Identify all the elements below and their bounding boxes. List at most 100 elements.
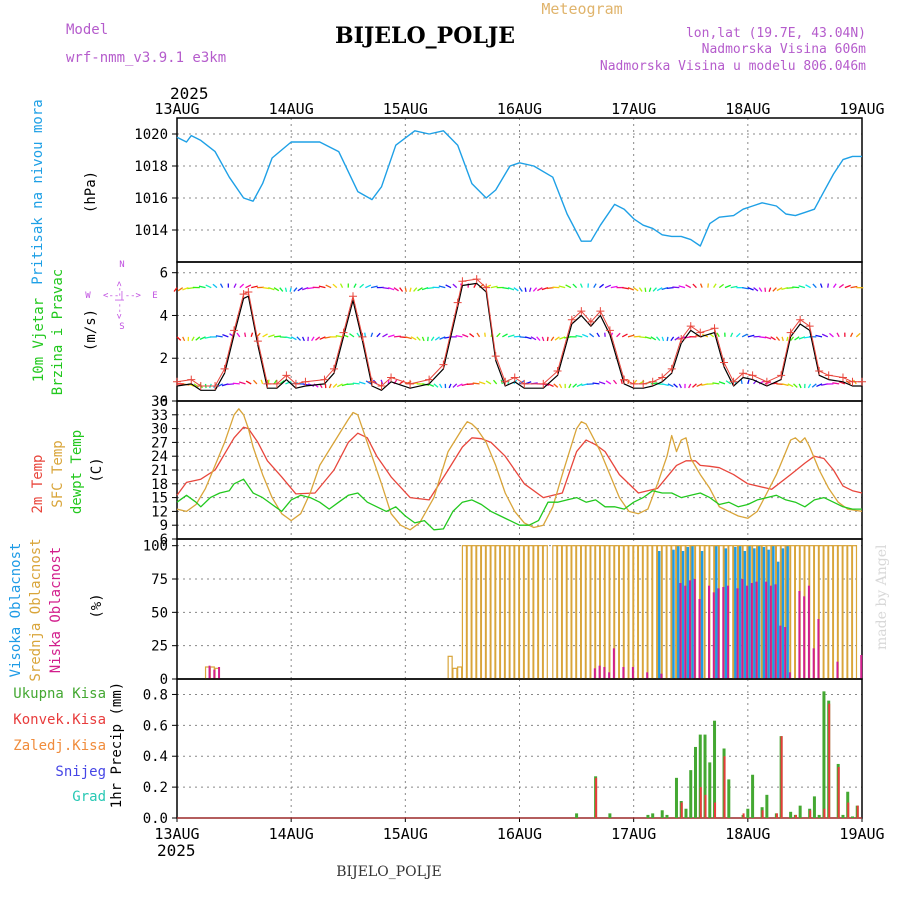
- wind-direction-arrow: [315, 336, 321, 341]
- wind-direction-arrow: [413, 287, 418, 292]
- wind-direction-arrow: [439, 336, 446, 340]
- y-tick-label: 0: [160, 394, 168, 410]
- mid-cloud-bar: [466, 545, 472, 680]
- mid-cloud-bar: [556, 545, 563, 680]
- wind-gust-marker: [605, 326, 614, 335]
- wind-direction-arrow: [346, 383, 355, 386]
- y-tick-label: 33: [151, 408, 168, 424]
- wind-direction-arrow: [524, 287, 527, 292]
- wind-direction-arrow: [838, 381, 846, 385]
- wind-gust-marker: [272, 379, 281, 388]
- year-top: 2025: [170, 84, 209, 103]
- product-title: Meteogram: [541, 0, 622, 18]
- legend-snow: Snijeg: [55, 764, 106, 780]
- wind-direction-arrow: [716, 332, 720, 338]
- pressure-label: Pritisak na nivou mora: [30, 99, 46, 284]
- wind-direction-arrow: [582, 333, 589, 338]
- wind-direction-arrow: [279, 287, 284, 292]
- wind-gust-marker: [796, 315, 805, 324]
- wind-direction-arrow: [794, 336, 800, 341]
- time-axis-top: 13AUG 14AUG 15AUG 16AUG 17AUG 18AUG 19AUG: [154, 100, 884, 118]
- wind-direction-arrow: [688, 383, 692, 389]
- wind-gust-marker: [406, 379, 415, 388]
- time-label-bottom: 19AUG: [839, 825, 884, 843]
- wind-direction-arrow: [279, 380, 285, 385]
- wind-direction-arrow: [558, 285, 566, 289]
- wind-direction-arrow: [764, 336, 772, 340]
- wind-direction-arrow: [666, 336, 669, 342]
- mid-cloud-bar: [790, 545, 796, 680]
- wind-direction-arrow: [439, 383, 443, 389]
- total-precip-bar: [727, 779, 731, 818]
- wind-gust-marker: [667, 364, 676, 373]
- wind-direction-arrow: [472, 382, 480, 385]
- time-label-top: 19AUG: [839, 100, 884, 118]
- y-tick-label: 1018: [134, 159, 168, 175]
- wind-direction-arrow: [718, 283, 725, 289]
- mid-cloud-bar: [566, 545, 572, 680]
- low-cloud-bar: [727, 585, 730, 679]
- low-cloud-bar: [712, 592, 715, 679]
- wind-direction-arrow: [742, 287, 749, 290]
- total-precip-bar: [646, 814, 650, 818]
- wind-direction-arrow: [245, 284, 252, 289]
- wind-direction-arrow: [239, 283, 245, 289]
- wind-legend-ns-arrow: <--|-->: [115, 280, 125, 319]
- wind-direction-arrow: [239, 381, 246, 385]
- wind-gust-marker: [510, 373, 519, 382]
- high-cloud-bar: [700, 551, 704, 679]
- wind-direction-arrow: [572, 283, 578, 289]
- low-cloud-bar: [741, 579, 744, 679]
- wind-direction-arrow: [492, 379, 498, 385]
- wind-direction-arrow: [620, 379, 623, 385]
- wind-gust-marker: [387, 373, 396, 382]
- wind-direction-arrow: [525, 336, 532, 340]
- wind-direction-arrow: [268, 334, 275, 338]
- low-cloud-bar: [688, 580, 691, 679]
- wind-direction-arrow: [836, 332, 840, 338]
- wind-direction-arrow: [285, 336, 293, 340]
- wind-direction-arrow: [550, 336, 555, 342]
- wind-direction-arrow: [452, 283, 458, 289]
- convective-precip-bar: [823, 808, 826, 818]
- wind-direction-arrow: [293, 287, 298, 292]
- wind-direction-arrow: [740, 379, 743, 385]
- wind-direction-arrow: [638, 287, 643, 292]
- low-cloud-bar: [755, 581, 758, 679]
- mid-cloud-bar: [447, 655, 453, 680]
- wind-direction-arrow: [747, 334, 755, 338]
- temp-dewpt-line: [176, 478, 862, 531]
- wind-direction-arrow: [245, 380, 252, 385]
- wind-direction-arrow: [250, 332, 254, 338]
- y-tick-label: 4: [160, 308, 168, 324]
- y-tick-label: 36: [151, 394, 168, 410]
- wind-direction-arrow: [798, 383, 802, 389]
- total-precip-bar: [798, 805, 802, 818]
- low-cloud-bar: [765, 581, 768, 679]
- wind-gust-marker: [639, 379, 648, 388]
- low-cloud-bar: [798, 591, 801, 679]
- wind-gust-marker: [453, 298, 462, 307]
- low-cloud-bar: [603, 667, 606, 679]
- wind-direction-arrow: [409, 287, 412, 292]
- total-precip-bar: [746, 808, 750, 818]
- wind-gust-marker: [567, 315, 576, 324]
- y-tick-label: 2: [160, 351, 168, 367]
- wind-direction-arrow: [387, 287, 395, 291]
- time-label-top: 16AUG: [497, 100, 542, 118]
- convective-precip-bar: [856, 805, 859, 818]
- high-cloud-bar: [757, 545, 761, 679]
- wind-direction-arrow: [478, 381, 486, 385]
- wind-gust-marker: [349, 292, 358, 301]
- low-cloud-bar: [774, 584, 777, 679]
- low-cloud-bar: [812, 648, 815, 679]
- mid-cloud-bar: [575, 545, 582, 680]
- convective-precip-bar: [828, 703, 831, 818]
- mid-cloud-bar: [828, 545, 834, 680]
- low-cloud-bar: [722, 587, 725, 679]
- time-label-top: 14AUG: [269, 100, 314, 118]
- wind-gust-marker: [377, 382, 386, 391]
- low-cloud-bar: [218, 667, 221, 679]
- wind-direction-arrow: [301, 336, 305, 342]
- wind-gust-marker: [648, 377, 657, 386]
